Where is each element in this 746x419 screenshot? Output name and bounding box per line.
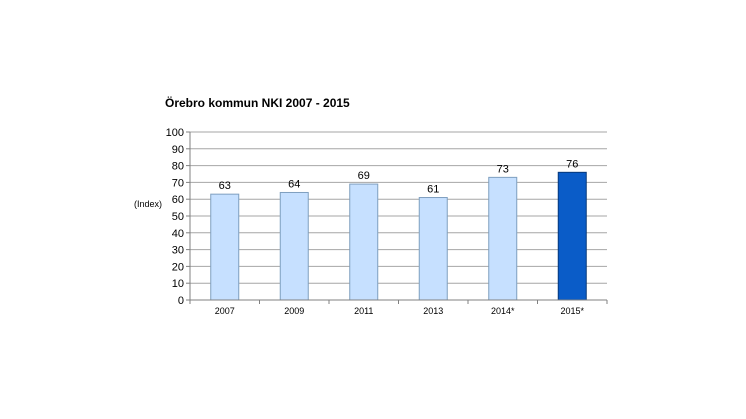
data-label: 64	[288, 178, 300, 190]
data-label: 76	[566, 158, 578, 170]
y-tick-labels: 0 10 20 30 40 50 60 70 80 90 100	[166, 127, 190, 307]
data-label: 61	[427, 184, 439, 196]
data-label: 73	[497, 163, 509, 175]
bar-2014-star	[488, 176, 518, 301]
data-label: 69	[358, 170, 370, 182]
bar-2007	[210, 193, 240, 301]
y-tick-label: 60	[172, 194, 184, 206]
x-tick-label: 2007	[215, 306, 235, 316]
x-tick-label: 2009	[284, 306, 304, 316]
y-tick-label: 0	[178, 295, 184, 307]
x-tick-label: 2011	[354, 306, 373, 316]
y-tick-label: 10	[172, 278, 184, 290]
bar-2011	[349, 183, 379, 301]
gridlines	[190, 131, 607, 284]
chart-title: Örebro kommun NKI 2007 - 2015	[165, 96, 350, 110]
bar-2013	[418, 197, 448, 301]
y-tick-label: 70	[172, 177, 184, 189]
y-tick-label: 20	[172, 261, 184, 273]
x-tick-label: 2015*	[560, 306, 584, 316]
y-tick-label: 30	[172, 245, 184, 257]
y-tick-label: 50	[172, 211, 184, 223]
y-tick-label: 90	[172, 144, 184, 156]
y-tick-label: 100	[166, 127, 184, 139]
bar-2015-star	[557, 171, 587, 301]
x-tick-label: 2013	[423, 306, 443, 316]
data-label: 63	[219, 180, 231, 192]
x-tick-labels: 2007 2009 2011 2013 2014* 2015*	[189, 300, 608, 316]
bar-2009	[279, 191, 309, 301]
y-tick-label: 80	[172, 161, 184, 173]
y-axis-label: (Index)	[134, 199, 162, 209]
x-tick-label: 2014*	[491, 306, 515, 316]
bars	[210, 171, 587, 301]
data-labels: 63 64 69 61 73 76	[219, 158, 579, 195]
y-tick-label: 40	[172, 228, 184, 240]
